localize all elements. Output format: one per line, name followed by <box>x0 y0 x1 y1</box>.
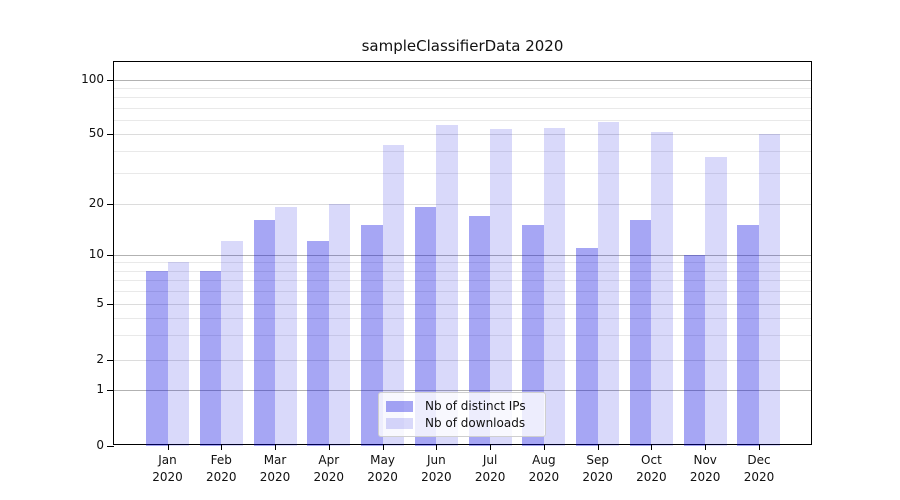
x-tick-aug <box>543 444 545 450</box>
bar-ips-sep <box>576 247 598 446</box>
gridline-100 <box>114 80 811 82</box>
gridline-minor-4 <box>114 317 811 319</box>
bar-downloads-aug <box>543 127 566 446</box>
x-tick-label-feb: Feb 2020 <box>205 453 237 484</box>
bar-downloads-dec <box>758 133 781 446</box>
x-tick-label-jun: Jun 2020 <box>421 453 452 484</box>
gridline-2 <box>114 360 811 361</box>
legend-label-ips: Nb of distinct IPs <box>425 399 526 413</box>
bar-ips-may <box>361 224 383 446</box>
x-tick-label-aug: Aug 2020 <box>528 453 560 484</box>
legend-item: Nb of distinct IPs <box>386 399 541 413</box>
bar-downloads-nov <box>705 156 727 446</box>
bar-downloads-feb <box>221 241 243 446</box>
y-tick-label-100: 100 <box>81 72 104 87</box>
x-tick-label-dec: Dec 2020 <box>743 453 775 484</box>
y-tick-2 <box>107 360 114 361</box>
gridline-minor-9 <box>114 262 811 264</box>
y-tick-label-20: 20 <box>88 195 104 210</box>
y-tick-label-2: 2 <box>96 352 104 366</box>
x-tick-dec <box>758 444 760 450</box>
y-tick-10 <box>107 255 114 256</box>
y-tick-100 <box>107 80 114 82</box>
bar-ips-oct <box>629 220 652 446</box>
y-tick-label-50: 50 <box>88 125 104 140</box>
x-tick-sep <box>597 444 599 450</box>
y-tick-label-10: 10 <box>88 247 104 261</box>
gridline-minor-60 <box>114 119 811 121</box>
bar-downloads-may <box>382 145 405 446</box>
chart-title: sampleClassifierData 2020 <box>361 37 564 55</box>
legend-item: Nb of downloads <box>386 416 541 430</box>
x-tick-apr <box>328 444 330 450</box>
y-tick-label-1: 1 <box>96 382 104 396</box>
y-tick-label-5: 5 <box>96 296 104 310</box>
bar-downloads-jul <box>490 129 512 446</box>
x-tick-label-jan: Jan 2020 <box>152 453 183 484</box>
bar-ips-apr <box>307 241 329 446</box>
x-tick-oct <box>651 444 653 450</box>
legend-swatch-downloads <box>386 417 413 429</box>
x-tick-may <box>382 444 384 450</box>
bar-ips-aug <box>522 224 544 446</box>
x-tick-label-nov: Nov 2020 <box>689 453 721 484</box>
bar-ips-jun <box>414 207 437 446</box>
y-tick-1 <box>107 390 114 391</box>
gridline-minor-3 <box>114 335 811 337</box>
plot-area: 0 1 2 5 10 20 50 100 Jan 2020 Feb 2020 Mar 2020 Apr… <box>81 61 812 484</box>
y-tick-0 <box>107 446 114 447</box>
bar-ips-jul <box>468 215 491 446</box>
x-tick-jun <box>436 444 438 450</box>
bar-downloads-apr <box>328 203 351 446</box>
x-tick-jul <box>490 444 492 450</box>
x-tick-label-sep: Sep 2020 <box>582 453 613 484</box>
gridline-5 <box>114 304 811 305</box>
bar-downloads-oct <box>651 132 673 446</box>
legend-label-downloads: Nb of downloads <box>425 416 526 430</box>
gridline-minor-30 <box>114 172 811 174</box>
x-tick-nov <box>705 444 707 450</box>
gridline-minor-80 <box>114 97 811 99</box>
y-tick-label-0: 0 <box>96 438 104 452</box>
x-tick-label-oct: Oct 2020 <box>636 453 667 484</box>
gridline-20 <box>114 203 811 205</box>
gridline-50 <box>114 133 811 135</box>
gridline-minor-40 <box>114 150 811 152</box>
gridline-1 <box>114 390 811 391</box>
gridline-10 <box>114 255 811 256</box>
gridline-minor-90 <box>114 88 811 90</box>
bar-ips-dec <box>737 224 759 446</box>
x-tick-label-jul: Jul 2020 <box>474 453 506 484</box>
legend-swatch-ips <box>386 400 413 412</box>
gridline-minor-6 <box>114 291 811 293</box>
x-tick-jan <box>167 444 169 450</box>
x-tick-label-apr: Apr 2020 <box>313 453 345 484</box>
x-tick-feb <box>221 444 223 450</box>
y-tick-5 <box>107 304 114 305</box>
legend: Nb of distinct IPs Nb of downloads <box>378 392 546 437</box>
bar-ips-nov <box>683 255 706 446</box>
bar-ips-mar <box>253 220 276 446</box>
bar-ips-feb <box>199 270 222 446</box>
x-tick-label-mar: Mar 2020 <box>259 453 291 484</box>
gridline-minor-70 <box>114 107 811 109</box>
bar-ips-jan <box>146 270 168 446</box>
x-tick-mar <box>275 444 277 450</box>
bar-downloads-mar <box>275 207 297 446</box>
x-tick-label-may: May 2020 <box>367 453 398 484</box>
bar-downloads-jan <box>167 262 189 446</box>
y-tick-20 <box>107 203 114 205</box>
gridline-minor-7 <box>114 280 811 282</box>
bar-downloads-jun <box>436 124 458 446</box>
gridline-minor-8 <box>114 270 811 272</box>
y-tick-50 <box>107 133 114 135</box>
bar-downloads-sep <box>597 122 620 446</box>
